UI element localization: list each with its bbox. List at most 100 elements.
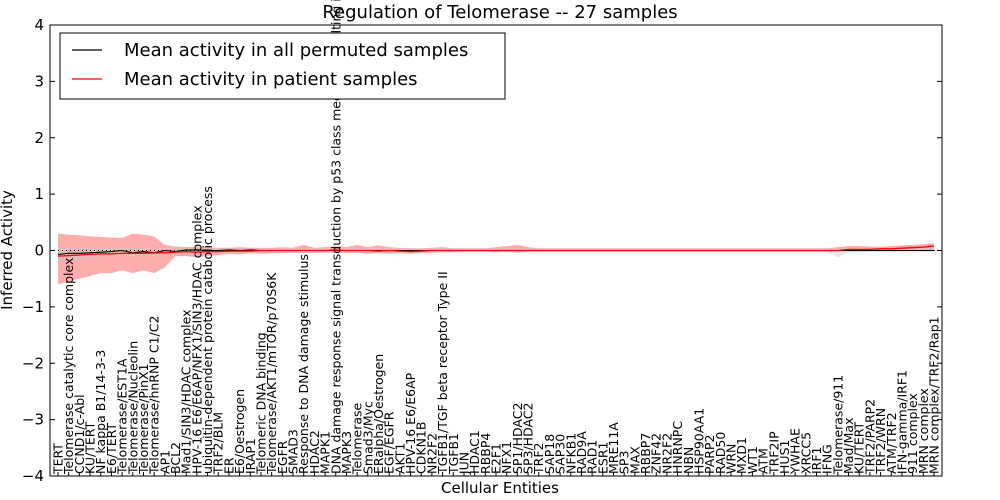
category-label: Telomerase/Nucleolin (125, 341, 140, 475)
category-label: Response to DNA damage stimulus (296, 254, 311, 474)
permuted-spread-band (58, 247, 934, 262)
y-tick-label: −4 (22, 467, 44, 485)
category-label: HPV-16 E6/E6AP/NFX1/SIN3/HDAC complex (189, 205, 204, 474)
category-label: ER (221, 457, 236, 474)
category-label: AKT1 (392, 443, 407, 474)
category-label: MAPK1 (318, 431, 333, 474)
y-tick-label: −1 (22, 298, 44, 316)
category-label: TGFB1 (446, 433, 461, 475)
chart-title: Regulation of Telomerase -- 27 samples (322, 2, 677, 23)
category-label: ERalpha/Oestrogen (371, 354, 386, 474)
category-label: NF kappa B1/14-3-3 (93, 350, 108, 474)
category-label: YWHAE (788, 428, 803, 475)
category-label: MAX (627, 446, 642, 474)
category-label: NBN (681, 447, 696, 474)
y-tick-label: 2 (34, 129, 44, 147)
y-tick-label: −3 (22, 411, 44, 429)
category-label: MRN complex/TRF2/Rap1 (927, 316, 942, 474)
category-label: WRN (724, 444, 739, 474)
category-label: E6/Oestrogen (232, 389, 247, 474)
category-label: MXD1 (734, 437, 749, 474)
legend-label-patient: Mean activity in patient samples (124, 69, 418, 90)
category-label: WT1 (745, 446, 760, 474)
category-label: TGFB1/TGF beta receptor Type II (435, 271, 450, 475)
y-axis-label: Inferred Activity (0, 190, 16, 310)
category-label: RBBP4 (478, 433, 493, 474)
category-label: ATM (756, 448, 771, 474)
category-label: RAD9A (574, 431, 589, 474)
plot-area (50, 233, 942, 285)
category-label: SAP18 (542, 434, 557, 474)
category-label: MRE11A (606, 422, 621, 474)
category-label: Telomerase/AKT1/mTOR/p70S6K (264, 272, 279, 475)
legend: Mean activity in all permuted samples Me… (59, 32, 506, 100)
category-label: RAD1 (585, 440, 600, 474)
category-label: Telomerase/PinX1 (136, 363, 151, 475)
category-label: EGF/EGFR (382, 411, 397, 474)
legend-label-permuted: Mean activity in all permuted samples (124, 40, 468, 61)
category-label: HDAC1 (467, 430, 482, 474)
y-tick-label: 1 (34, 185, 44, 203)
category-label: SP3 (617, 451, 632, 474)
y-axis-ticks: −4 −3 −2 −1 0 1 2 3 4 (22, 16, 942, 485)
category-label: SMAD3 (286, 429, 301, 474)
category-label: RBBP7 (638, 433, 653, 474)
category-label: Telomerase/hnRNP C1/C2 (147, 316, 162, 475)
category-label: KU/TERT (83, 421, 98, 474)
category-label: HUS1 (777, 440, 792, 474)
category-label: HNRNPC (670, 421, 685, 474)
legend-box (59, 32, 506, 100)
category-label: ATM/TRF2 (884, 412, 899, 474)
category-label: CCND1/c-Abl (72, 394, 87, 474)
y-tick-label: 0 (34, 242, 44, 260)
category-label: NR2F2 (424, 433, 439, 474)
y-tick-label: −2 (22, 354, 44, 372)
category-label: HDAC2 (307, 430, 322, 474)
x-axis-label: Cellular Entities (441, 479, 559, 497)
category-label: AP1 (157, 450, 172, 474)
category-label: HPV-16 E6/E6AP (403, 372, 418, 474)
category-label: Telomeric DNA binding (254, 332, 269, 475)
category-label: 911 complex (905, 393, 920, 474)
category-label: RAD50 (713, 432, 728, 474)
category-label: SAP30 (553, 434, 568, 474)
category-label: KU/TERT (852, 421, 867, 474)
y-tick-label: 3 (34, 72, 44, 90)
category-label: TRF2/PARP2 (862, 399, 877, 475)
category-label: EGFR (275, 440, 290, 474)
category-label: Telomerase catalytic core complex (61, 258, 76, 475)
category-label: CDKN1B (414, 422, 429, 474)
category-label: MRN complex (916, 388, 931, 474)
category-label: NFKB1 (563, 433, 578, 474)
category-label: Telomerase (350, 402, 365, 475)
category-label: XRCC5 (798, 432, 813, 474)
series-line-patient (57, 245, 935, 257)
category-label: PARP2 (702, 435, 717, 474)
category-label: JUN (457, 452, 472, 475)
y-tick-label: 4 (34, 16, 44, 34)
category-label: BCL2 (168, 442, 183, 474)
category-label: Mad1/SIN3/HDAC complex (179, 310, 194, 475)
category-label: IFN-gamma/IRF1 (895, 370, 910, 474)
category-label: Telomerase/911 (830, 375, 845, 475)
category-label: NFX1 (499, 441, 514, 474)
category-label: SP3/HDAC2 (521, 402, 536, 473)
category-label: ZNF42 (649, 433, 664, 474)
category-label: MAPK3 (339, 431, 354, 474)
category-label: TERT (51, 443, 66, 475)
category-label: IFNG (820, 444, 835, 474)
category-label: HSP90AA1 (692, 408, 707, 474)
category-label: IRF1 (809, 446, 824, 474)
category-label: ubiquitin-dependent protein catabolic pr… (200, 186, 215, 474)
category-label: Smad3/Myc (360, 401, 375, 474)
category-label: TRF2IP (766, 431, 781, 475)
category-label: TRF2/WRN (873, 408, 888, 475)
category-label: TRF2/BLM (211, 412, 226, 475)
category-label: ESR1 (595, 441, 610, 473)
category-label: SP1/HDAC2 (510, 403, 525, 474)
category-label: NR2F2 (659, 433, 674, 474)
category-label: E6/TERT (104, 423, 119, 474)
category-label: E2F1 (489, 443, 504, 474)
patient-spread-band (58, 233, 934, 285)
